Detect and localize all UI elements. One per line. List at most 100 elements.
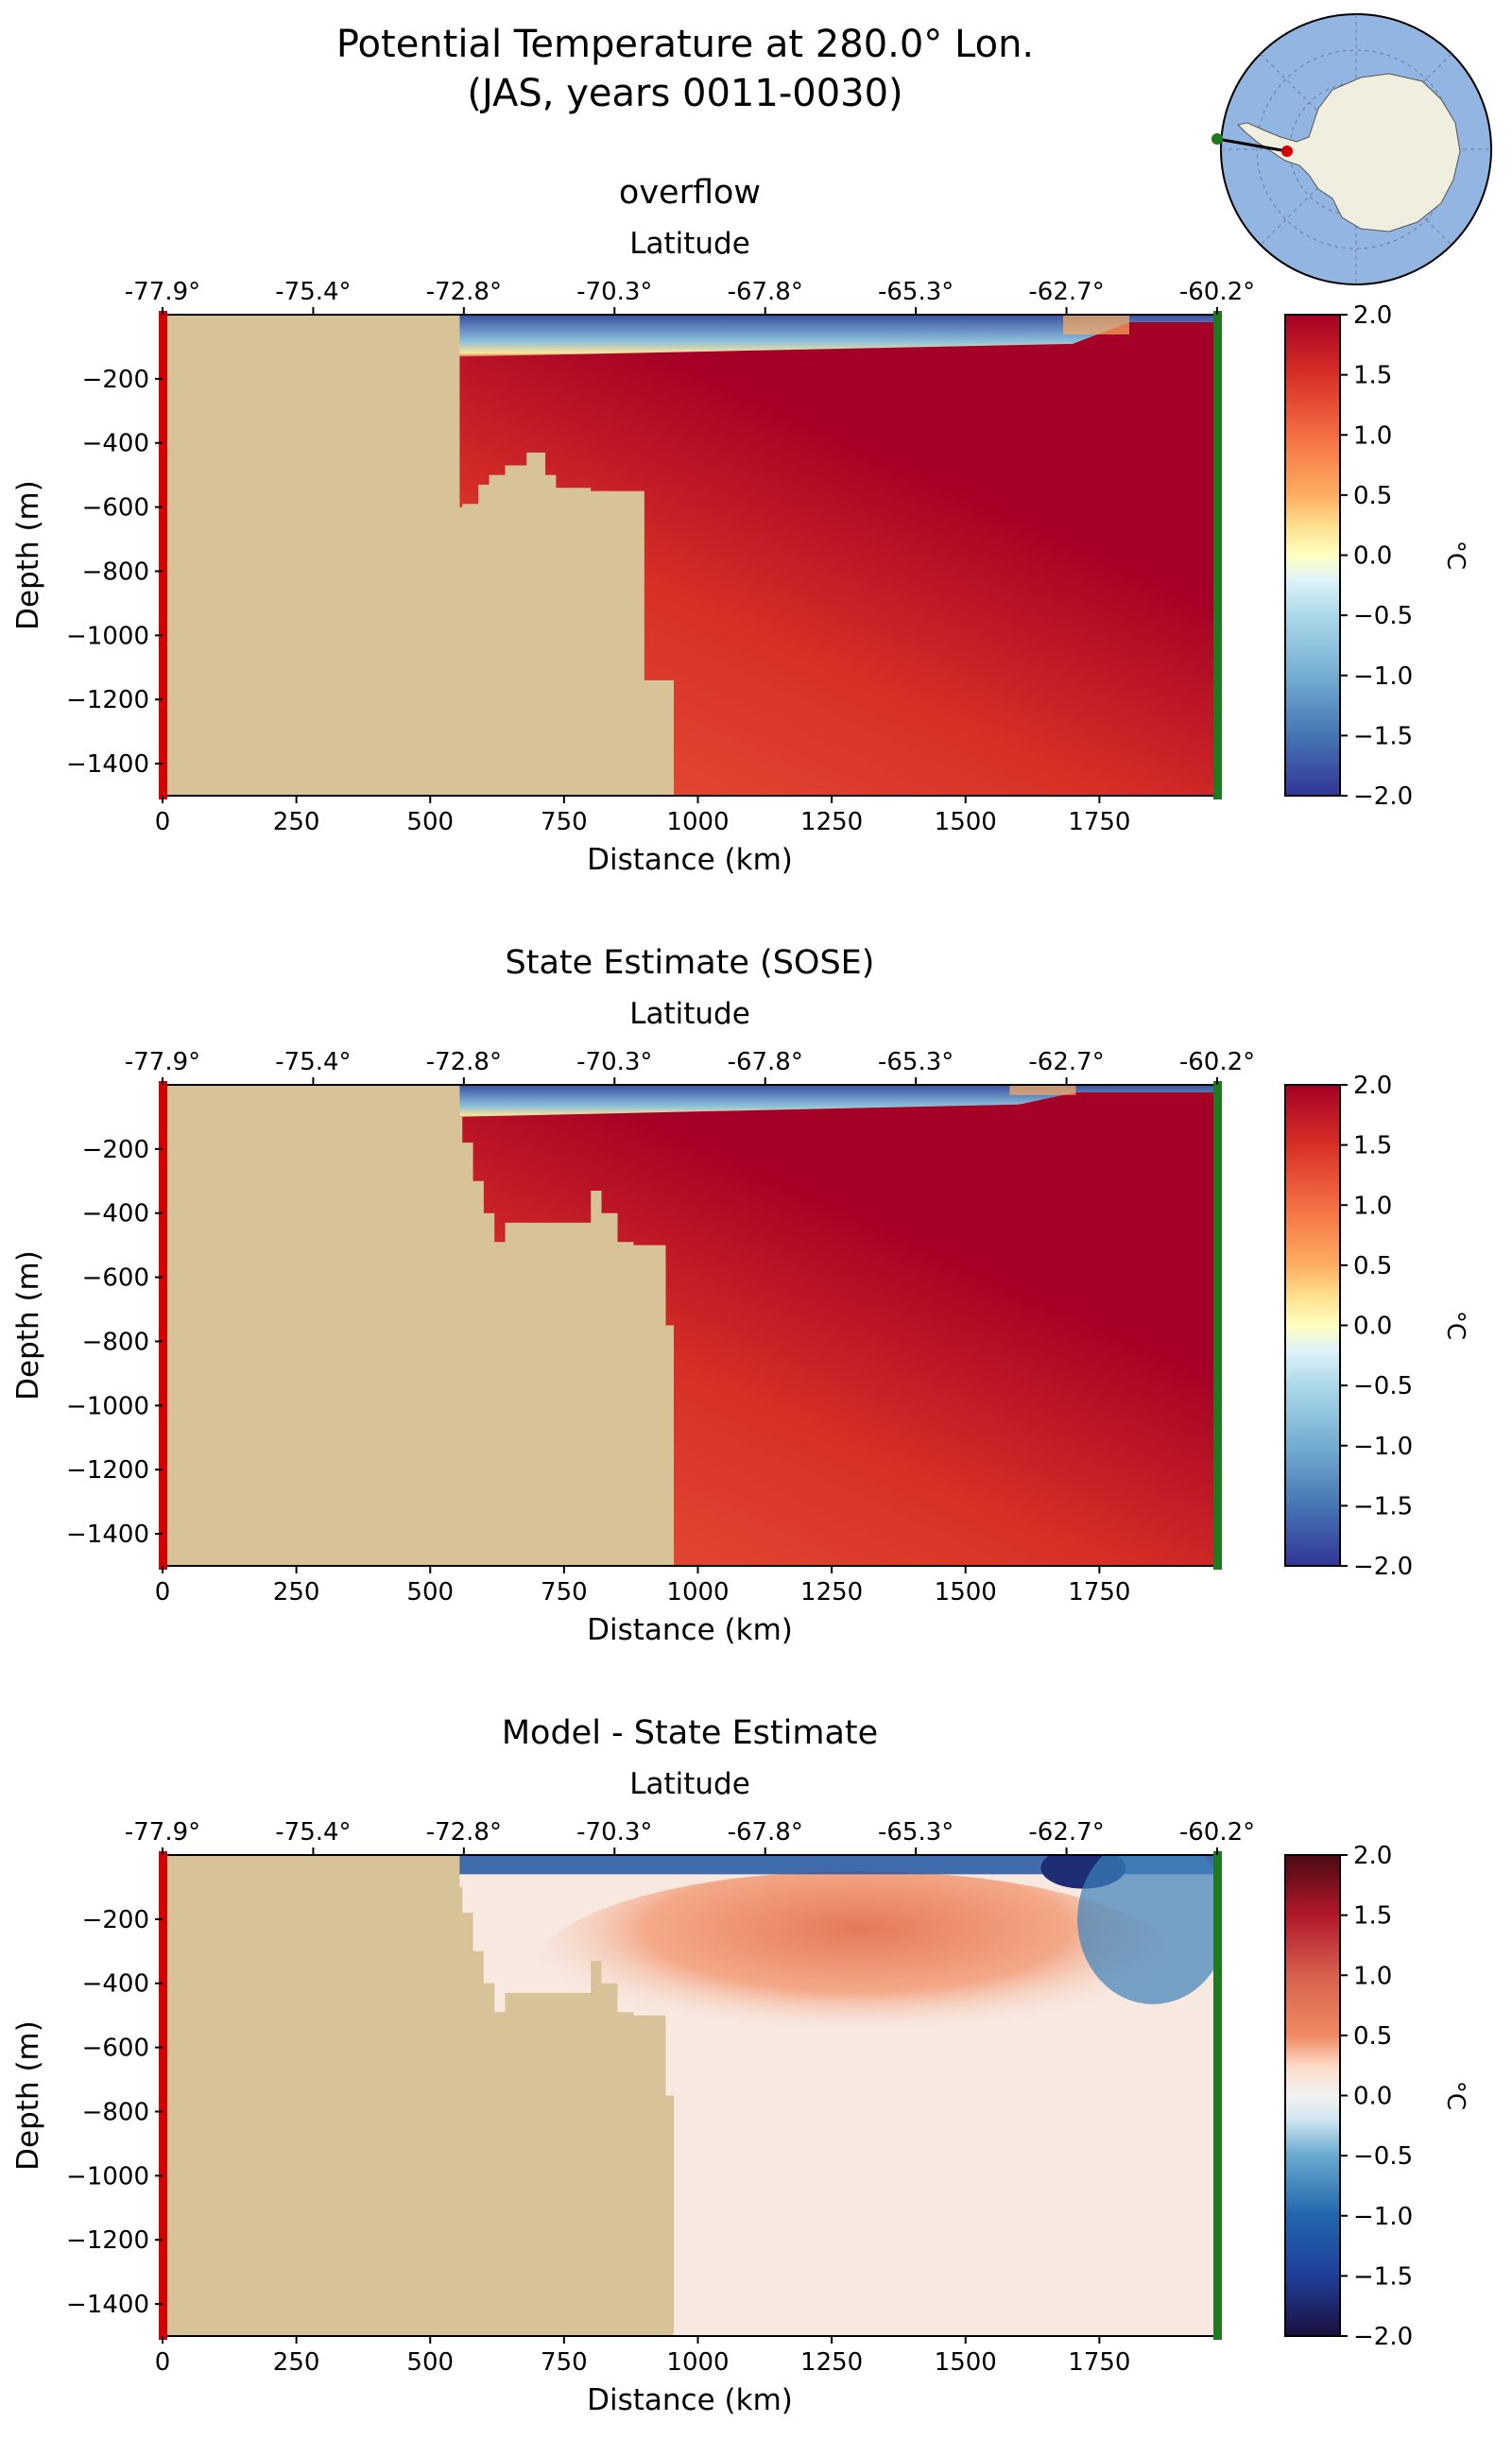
x-tick-label: 1000 [666,1578,729,1606]
x-axis-label: Distance (km) [587,843,793,877]
y-tick-label: −400 [82,1970,149,1999]
x-tick-label: 1250 [800,808,863,836]
colorbar-tick-label: −1.0 [1353,1433,1413,1461]
section-start-bar [159,311,167,799]
section-end-bar [1213,1851,1222,2340]
colorbar-tick-label: −2.0 [1353,782,1413,811]
colorbar-tick-label: 0.5 [1353,2022,1392,2051]
lat-tick-label: -70.3° [576,278,652,306]
y-axis-label: Depth (m) [11,1250,45,1400]
y-tick-label: −800 [82,558,149,586]
colorbar-tick-label: −1.0 [1353,2203,1413,2231]
y-tick-label: −1200 [66,2226,149,2255]
x-tick-label: 500 [406,2348,454,2377]
figure-title-line-2: (JAS, years 0011-0030) [467,72,902,115]
lat-tick-label: -67.8° [728,1048,803,1076]
colorbar-tick-label: 1.0 [1353,421,1392,450]
plot-area [163,315,1217,796]
y-tick-label: −1000 [66,1392,149,1420]
land-mask [163,315,677,796]
colorbar-tick-label: −1.5 [1353,722,1413,750]
colorbar-tick-label: 0.0 [1353,2083,1392,2111]
colorbar-label: °C [1441,541,1469,570]
x-axis-label: Distance (km) [587,2383,793,2417]
lat-tick-label: -77.9° [125,278,200,306]
colorbar-tick-label: 1.5 [1353,1902,1392,1931]
colorbar-tick-label: −1.0 [1353,662,1413,691]
colorbar-tick-label: 0.5 [1353,482,1392,510]
plot-area [163,1855,1217,2336]
y-tick-label: −200 [82,366,149,394]
x-tick-label: 750 [541,808,588,836]
x-tick-label: 1750 [1068,1578,1130,1606]
lat-tick-label: -67.8° [728,278,803,306]
x-tick-label: 1500 [935,2348,997,2377]
warm-anomaly [537,1870,1180,2064]
lat-tick-label: -70.3° [576,1818,652,1847]
y-tick-label: −800 [82,2098,149,2126]
x-tick-label: 250 [273,808,320,836]
colorbar-tick-label: −1.5 [1353,1492,1413,1521]
colorbar-tick-label: −0.5 [1353,1372,1413,1400]
lat-tick-label: -72.8° [426,1818,502,1847]
colorbar-label: °C [1441,1311,1469,1340]
x-tick-label: 250 [273,1578,320,1606]
lat-tick-label: -72.8° [426,1048,502,1076]
colorbar-tick-label: 1.0 [1353,1962,1392,1990]
chart-panel-1: overflow 0 250 500 750 1000 1250 1500 1750 Distan… [11,174,1469,877]
colorbar-tick-label: −1.5 [1353,2262,1413,2291]
y-axis-label: Depth (m) [11,2020,45,2171]
x-tick-label: 0 [155,2348,171,2377]
top-axis-label: Latitude [629,997,750,1031]
x-tick-label: 750 [541,1578,588,1606]
x-tick-label: 250 [273,2348,320,2377]
surface-warm-patch [1009,1085,1076,1095]
y-tick-label: −200 [82,1906,149,1934]
colorbar-tick-label: −2.0 [1353,1553,1413,1581]
lat-tick-label: -60.2° [1179,1818,1255,1847]
colorbar-tick-label: 2.0 [1353,301,1392,330]
section-end-bar [1213,311,1222,799]
lat-tick-label: -62.7° [1028,1048,1104,1076]
x-tick-label: 0 [155,1578,171,1606]
lat-tick-label: -60.2° [1179,1048,1255,1076]
x-tick-label: 0 [155,808,171,836]
colorbar-tick-label: 2.0 [1353,1842,1392,1870]
lat-tick-label: -65.3° [878,1818,954,1847]
chart-panel-2: State Estimate (SOSE) 0 250 500 750 1000 1250 1… [11,944,1469,1647]
land-mask [163,1085,679,1566]
section-start-bar [159,1081,167,1570]
lat-tick-label: -62.7° [1028,1818,1104,1847]
y-tick-label: −1200 [66,1456,149,1485]
land-mask [163,1855,679,2336]
panel-title: Model - State Estimate [502,1714,878,1752]
x-tick-label: 1750 [1068,808,1130,836]
colorbar [1284,314,1341,797]
lat-tick-label: -67.8° [728,1818,803,1847]
lat-tick-label: -75.4° [275,278,351,306]
colorbar-label: °C [1441,2081,1469,2110]
panel-title: overflow [619,174,761,212]
y-axis-label: Depth (m) [11,480,45,630]
section-start-bar [159,1851,167,2340]
lat-tick-label: -75.4° [275,1048,351,1076]
colorbar-tick-label: 0.5 [1353,1252,1392,1280]
section-end-marker [1211,133,1223,145]
x-tick-label: 1250 [800,1578,863,1606]
y-tick-label: −1000 [66,622,149,650]
section-end-bar [1213,1081,1222,1570]
y-tick-label: −400 [82,430,149,458]
y-tick-label: −200 [82,1136,149,1164]
x-tick-label: 1000 [666,2348,729,2377]
y-tick-label: −1400 [66,1521,149,1549]
x-tick-label: 750 [541,2348,588,2377]
colorbar-tick-label: −2.0 [1353,2323,1413,2351]
surface-warm-patch [1063,315,1130,335]
lat-tick-label: -60.2° [1179,278,1255,306]
x-tick-label: 1500 [935,808,997,836]
lat-tick-label: -75.4° [275,1818,351,1847]
y-tick-label: −600 [82,1264,149,1293]
lat-tick-label: -72.8° [426,278,502,306]
y-tick-label: −1400 [66,750,149,779]
